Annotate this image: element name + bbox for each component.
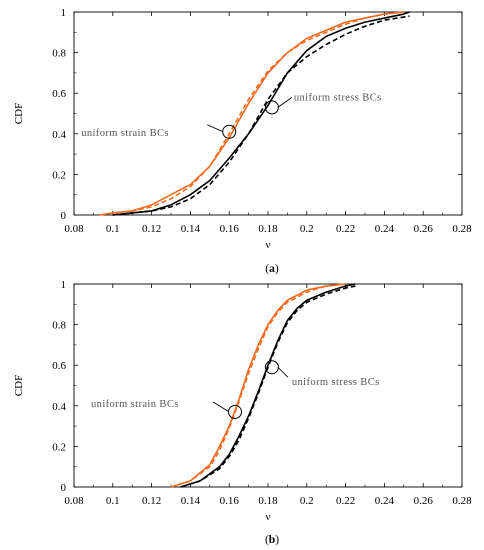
plot-frame (73, 11, 463, 216)
panel-caption-letter: b (269, 534, 275, 546)
annotation-leader (277, 366, 289, 378)
panel-caption-letter: a (269, 263, 275, 275)
annotation-leader (277, 97, 293, 108)
x-tick-label: 0.26 (414, 495, 434, 507)
panel-a: 0.08 0.1 0.12 0.14 0.16 0.18 0.2 0.22 0.24 0.26 0.… (13, 7, 472, 275)
x-tick-label: 0.16 (220, 223, 240, 235)
plot-frame (73, 283, 463, 488)
x-tick-label: 0.2 (300, 223, 314, 235)
panel-caption: (a) (265, 263, 279, 275)
y-tick-label: 0.8 (52, 320, 66, 332)
x-tick-label: 0.22 (336, 495, 355, 507)
annotation-label: uniform stress BCs (292, 377, 380, 388)
x-tick-label: 0.28 (452, 495, 472, 507)
y-tick-label: 0.4 (52, 401, 66, 413)
x-tick-label: 0.12 (142, 223, 161, 235)
y-tick-label: 0.6 (52, 360, 66, 372)
y-axis-label: CDF (13, 103, 25, 124)
annotation-leader (207, 124, 224, 133)
y-tick-label: 0.6 (52, 88, 66, 100)
x-tick-label: 0.2 (300, 495, 314, 507)
y-tick-label: 1 (61, 7, 67, 19)
x-axis-label: ν (266, 239, 271, 251)
x-tick-label: 0.24 (375, 495, 395, 507)
x-tick-label: 0.08 (64, 495, 84, 507)
y-tick-label: 0.2 (52, 169, 66, 181)
annotation-label: uniform strain BCs (81, 128, 169, 139)
panel-b: 0.08 0.1 0.12 0.14 0.16 0.18 0.2 0.22 0.24 0.26 0.… (13, 279, 472, 546)
annotation-leader (212, 401, 230, 413)
series-line-black-dashed (180, 285, 356, 488)
x-tick-label: 0.08 (64, 223, 84, 235)
y-tick-label: 0 (61, 482, 67, 494)
y-tick-label: 1 (61, 279, 67, 291)
series-line-black-solid (180, 283, 356, 488)
x-tick-label: 0.24 (375, 223, 395, 235)
series-line-orange-solid (99, 11, 404, 216)
x-tick-label: 0.18 (258, 495, 278, 507)
x-tick-label: 0.18 (258, 223, 278, 235)
x-tick-label: 0.22 (336, 223, 355, 235)
y-tick-label: 0 (61, 210, 67, 222)
y-tick-label: 0.8 (52, 48, 66, 60)
annotation-label: uniform stress BCs (294, 92, 382, 103)
x-tick-label: 0.28 (452, 223, 472, 235)
x-tick-label: 0.14 (181, 495, 201, 507)
series-line-orange-dashed (99, 11, 404, 216)
annotation-label: uniform strain BCs (91, 399, 179, 410)
series-line-orange-solid (170, 283, 346, 488)
y-tick-label: 0.2 (52, 441, 66, 453)
x-axis-label: ν (266, 511, 271, 523)
x-tick-label: 0.12 (142, 495, 161, 507)
series-line-black-dashed (112, 15, 410, 216)
series-line-black-solid (112, 11, 410, 216)
panel-caption: (b) (265, 534, 279, 546)
x-tick-label: 0.1 (106, 495, 120, 507)
y-tick-label: 0.4 (52, 129, 66, 141)
y-axis-label: CDF (13, 375, 25, 396)
x-tick-label: 0.1 (106, 223, 120, 235)
x-tick-label: 0.16 (220, 495, 240, 507)
x-tick-label: 0.14 (181, 223, 201, 235)
x-tick-label: 0.26 (414, 223, 434, 235)
